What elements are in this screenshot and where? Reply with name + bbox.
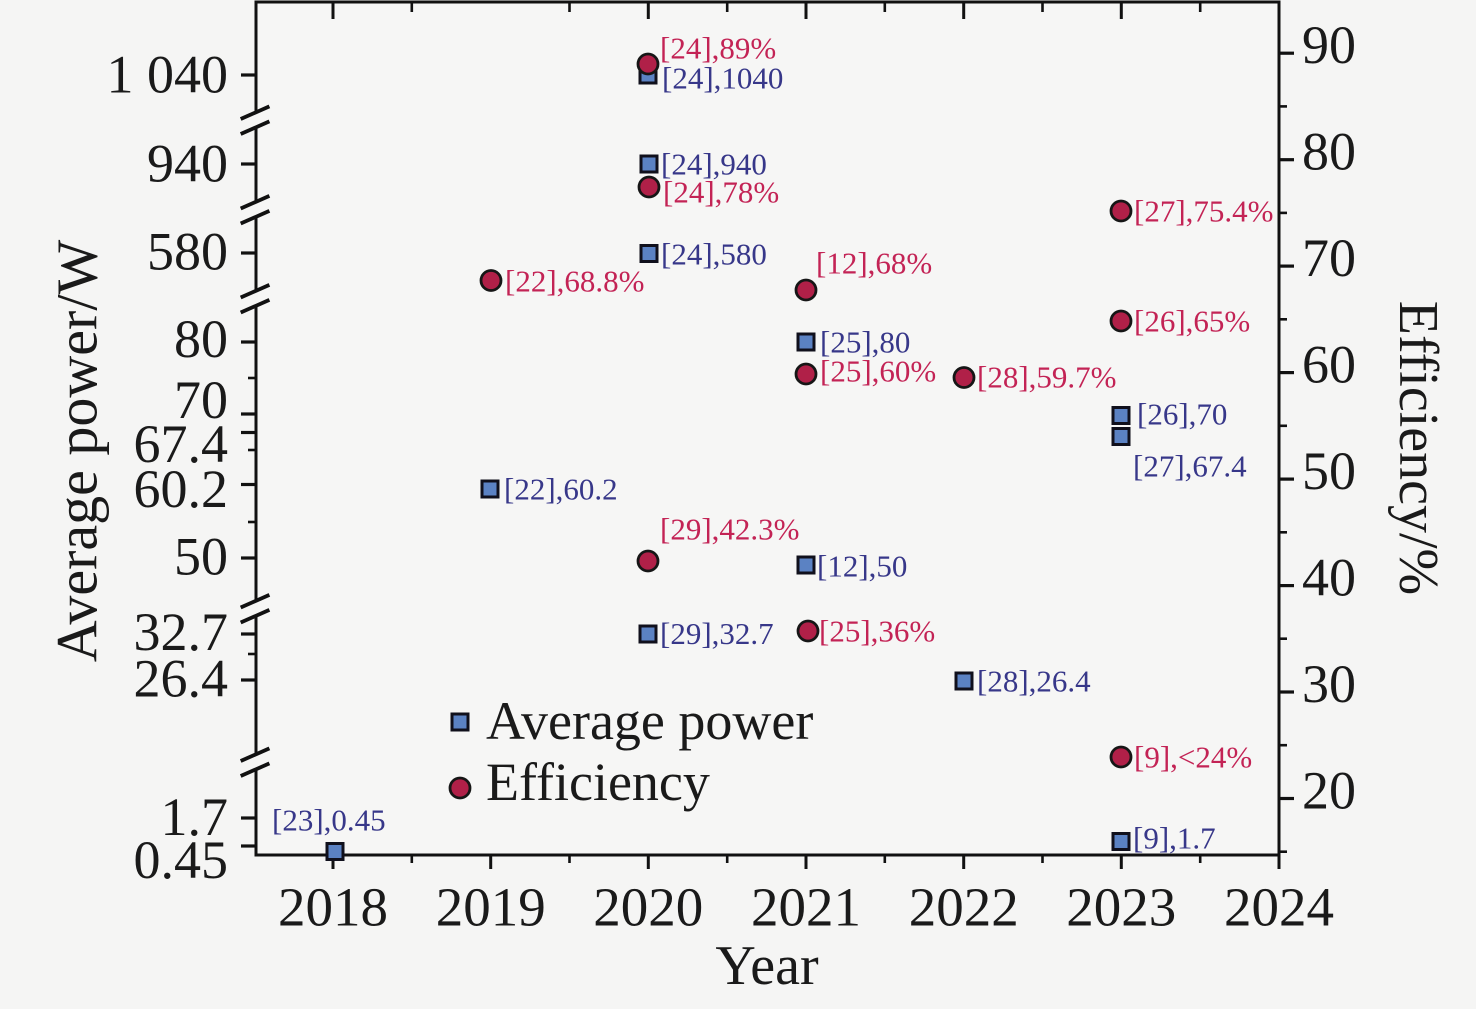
svg-text:2024: 2024 xyxy=(1224,877,1334,938)
svg-text:[25],80: [25],80 xyxy=(820,325,910,360)
svg-text:[22],68.8%: [22],68.8% xyxy=(505,264,644,299)
svg-text:[22],60.2: [22],60.2 xyxy=(504,472,618,507)
svg-text:[29],42.3%: [29],42.3% xyxy=(660,512,799,547)
svg-text:[24],1040: [24],1040 xyxy=(662,61,783,96)
svg-text:[12],68%: [12],68% xyxy=(816,246,932,281)
svg-text:[29],32.7: [29],32.7 xyxy=(660,616,774,651)
svg-text:2023: 2023 xyxy=(1066,877,1176,938)
svg-text:70: 70 xyxy=(174,370,228,430)
svg-text:30: 30 xyxy=(1302,654,1356,714)
svg-text:[24],940: [24],940 xyxy=(661,147,767,182)
svg-text:1.7: 1.7 xyxy=(161,787,229,847)
svg-text:[28],26.4: [28],26.4 xyxy=(977,664,1091,699)
svg-text:60.2: 60.2 xyxy=(134,459,229,519)
svg-text:26.4: 26.4 xyxy=(134,649,229,709)
svg-text:[9],1.7: [9],1.7 xyxy=(1133,821,1216,856)
svg-text:[25],36%: [25],36% xyxy=(819,614,935,649)
svg-text:[27],75.4%: [27],75.4% xyxy=(1134,194,1273,229)
svg-text:67.4: 67.4 xyxy=(134,414,229,474)
svg-text:[24],580: [24],580 xyxy=(661,237,767,272)
svg-text:940: 940 xyxy=(147,134,228,194)
svg-text:20: 20 xyxy=(1302,761,1356,821)
svg-text:[24],89%: [24],89% xyxy=(660,31,776,66)
svg-text:[26],65%: [26],65% xyxy=(1134,304,1250,339)
svg-text:[12],50: [12],50 xyxy=(817,549,907,584)
svg-text:[28],59.7%: [28],59.7% xyxy=(977,360,1116,395)
svg-text:80: 80 xyxy=(174,309,228,369)
svg-text:32.7: 32.7 xyxy=(134,602,229,662)
svg-text:[24],78%: [24],78% xyxy=(663,175,779,210)
svg-text:Average power: Average power xyxy=(486,691,813,751)
svg-text:0.45: 0.45 xyxy=(134,830,229,890)
svg-text:580: 580 xyxy=(147,222,228,282)
svg-text:80: 80 xyxy=(1302,122,1356,182)
svg-text:[25],60%: [25],60% xyxy=(820,354,936,389)
svg-text:2018: 2018 xyxy=(278,877,388,938)
svg-text:2022: 2022 xyxy=(909,877,1019,938)
svg-text:40: 40 xyxy=(1302,548,1356,608)
svg-text:60: 60 xyxy=(1302,335,1356,395)
svg-text:50: 50 xyxy=(1302,441,1356,501)
svg-text:Year: Year xyxy=(715,935,819,997)
svg-text:Efficiency: Efficiency xyxy=(486,752,710,812)
svg-text:70: 70 xyxy=(1302,228,1356,288)
svg-text:[27],67.4: [27],67.4 xyxy=(1133,449,1247,484)
svg-text:Efficiency/%: Efficiency/% xyxy=(1387,301,1449,595)
svg-text:2021: 2021 xyxy=(751,877,861,938)
svg-text:2020: 2020 xyxy=(593,877,703,938)
svg-text:90: 90 xyxy=(1302,15,1356,75)
svg-text:[26],70: [26],70 xyxy=(1137,397,1227,432)
svg-text:1 040: 1 040 xyxy=(107,45,229,105)
svg-text:Average power/W: Average power/W xyxy=(45,240,110,663)
svg-text:2019: 2019 xyxy=(436,877,546,938)
svg-text:[9],<24%: [9],<24% xyxy=(1134,740,1252,775)
svg-text:50: 50 xyxy=(174,527,228,587)
svg-text:[23],0.45: [23],0.45 xyxy=(272,803,386,838)
